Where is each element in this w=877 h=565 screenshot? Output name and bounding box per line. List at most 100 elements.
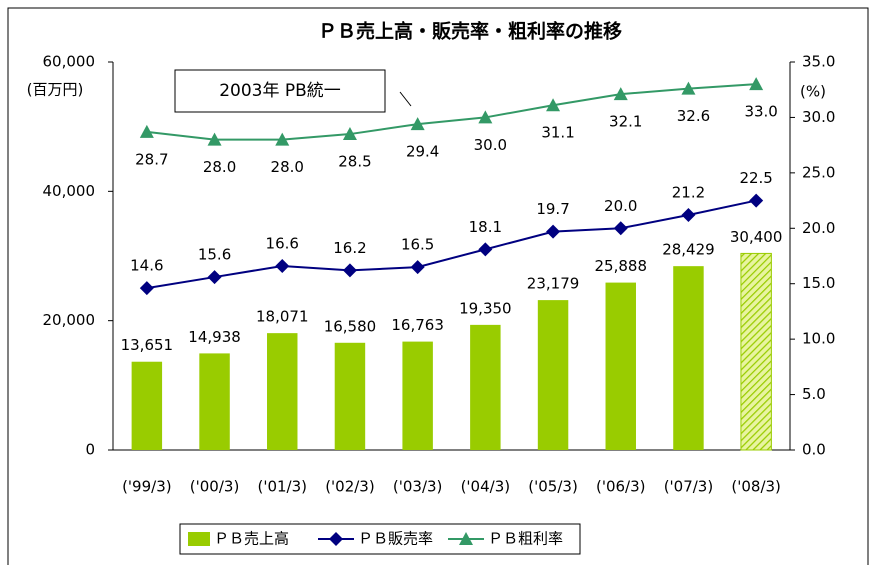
y2-tick-label: 10.0 [802, 330, 835, 348]
legend [179, 523, 581, 555]
annotation-box [174, 69, 386, 113]
data-label: 18,071 [256, 308, 309, 326]
point [139, 124, 154, 138]
bar [334, 342, 366, 450]
legend-swatch [188, 532, 210, 546]
data-label: 18.1 [469, 218, 502, 236]
data-label: 28,429 [662, 241, 715, 259]
data-label: 30.0 [474, 136, 507, 154]
bar [267, 333, 298, 450]
data-label: 16.6 [266, 234, 299, 252]
x-tick-label: ('05/3) [528, 478, 578, 496]
data-label: 30,400 [730, 228, 783, 246]
y2-tick-label: 30.0 [802, 108, 835, 126]
y2-tick-label: 5.0 [802, 385, 826, 403]
data-label: 16.2 [333, 239, 366, 257]
data-label: 16,763 [391, 316, 444, 334]
data-label: 14.6 [130, 257, 163, 275]
data-label: 21.2 [672, 183, 705, 201]
y2-tick-label: 0.0 [802, 441, 826, 459]
point [275, 132, 290, 146]
data-label: 16,580 [324, 317, 377, 335]
point [749, 77, 764, 91]
data-label: 19,350 [459, 299, 512, 317]
y-axis-label: (百万円) [27, 81, 84, 99]
legend-label: ＰＢ販売率 [358, 530, 433, 548]
bar [673, 266, 704, 450]
data-label: 13,651 [121, 336, 174, 354]
point [207, 270, 222, 285]
data-label: 20.0 [604, 197, 637, 215]
x-tick-label: ('06/3) [596, 478, 646, 496]
point [275, 258, 290, 273]
y-tick-label: 0 [85, 441, 95, 459]
point [681, 207, 696, 222]
y2-tick-label: 15.0 [802, 274, 835, 292]
point [681, 81, 696, 95]
point [546, 98, 561, 112]
point [410, 260, 425, 275]
data-label: 28.0 [203, 158, 236, 176]
data-label: 28.5 [338, 153, 371, 171]
bar [402, 341, 433, 450]
data-label: 29.4 [406, 143, 439, 161]
y-tick-label: 20,000 [43, 311, 96, 329]
bar [470, 324, 501, 450]
x-tick-label: ('01/3) [257, 478, 307, 496]
data-label: 19.7 [536, 200, 569, 218]
point [410, 117, 425, 131]
x-tick-label: ('99/3) [122, 478, 172, 496]
point [478, 110, 493, 124]
data-label: 25,888 [595, 257, 648, 275]
legend-marker [329, 532, 343, 546]
data-label: 28.0 [271, 158, 304, 176]
legend-label: ＰＢ粗利率 [488, 530, 563, 548]
annotation-pointer [399, 91, 412, 107]
point [139, 281, 154, 296]
y-tick-label: 60,000 [43, 53, 96, 71]
data-label: 16.5 [401, 236, 434, 254]
y2-tick-label: 25.0 [802, 163, 835, 181]
bar [605, 282, 636, 450]
x-tick-label: ('00/3) [190, 478, 240, 496]
point [546, 224, 561, 239]
x-tick-label: ('04/3) [461, 478, 511, 496]
x-tick-label: ('02/3) [325, 478, 375, 496]
x-tick-label: ('08/3) [731, 478, 781, 496]
line [146, 83, 757, 141]
point [613, 221, 628, 236]
x-tick-label: ('03/3) [393, 478, 443, 496]
x-tick-label: ('07/3) [664, 478, 714, 496]
data-label: 32.6 [677, 107, 710, 125]
y-tick-label: 40,000 [43, 182, 96, 200]
data-label: 28.7 [135, 150, 168, 168]
point [478, 242, 493, 257]
bar [131, 361, 163, 450]
data-label: 32.1 [609, 113, 642, 131]
frame [7, 7, 869, 565]
data-label: 33.0 [744, 103, 777, 121]
data-label: 23,179 [527, 275, 580, 293]
point [342, 127, 357, 141]
bar [537, 300, 569, 450]
legend-marker [459, 532, 473, 545]
data-label: 31.1 [541, 124, 574, 142]
annotation: 2003年 PB統一 [219, 81, 341, 101]
bar [740, 252, 772, 451]
chart-title: ＰＢ売上高・販売率・粗利率の推移 [318, 20, 622, 43]
bar [199, 353, 230, 450]
point [342, 263, 357, 278]
point [749, 193, 764, 208]
point [207, 132, 222, 146]
data-label: 15.6 [198, 246, 231, 264]
y2-tick-label: 35.0 [802, 53, 835, 71]
y2-tick-label: 20.0 [802, 219, 835, 237]
data-label: 22.5 [739, 169, 772, 187]
data-label: 14,938 [188, 328, 241, 346]
legend-label: ＰＢ売上高 [214, 530, 289, 548]
y2-axis-label: (%) [800, 83, 826, 101]
point [613, 87, 628, 101]
line [146, 199, 757, 290]
